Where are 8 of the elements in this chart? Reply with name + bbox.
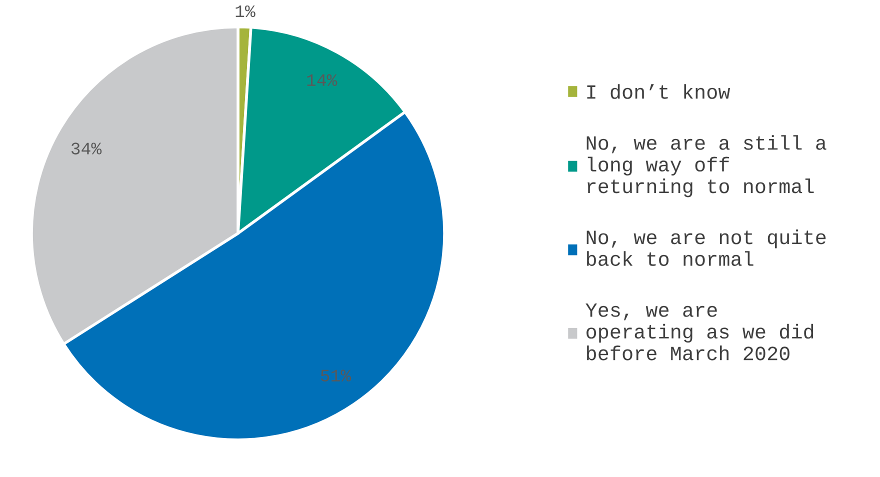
data-label: 14% [307,74,338,86]
data-label: 34% [71,142,102,154]
data-label: 1% [236,5,256,18]
legend-label: No, we are a still a long way off returning to normal [586,135,826,198]
legend-label: Yes, we are operating as we did before March 2020 [586,303,814,360]
legend-label: No, we are not quite back to normal [586,229,826,266]
legend-label: I don’t know [587,84,730,99]
data-label: 51% [320,370,352,382]
